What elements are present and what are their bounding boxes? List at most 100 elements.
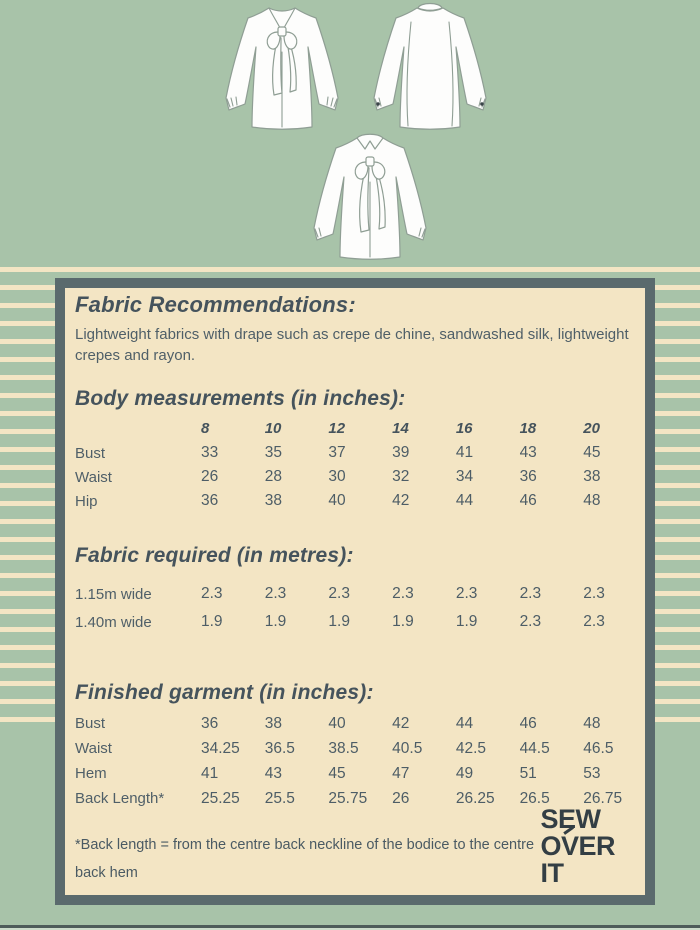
- row-label: Bust: [75, 715, 106, 732]
- table-value: 28: [264, 468, 282, 485]
- table-row-115-wide: 1.15m wide 2.3 2.3 2.3 2.3 2.3 2.3 2.3: [75, 580, 633, 608]
- table-value: 46.5: [583, 739, 614, 757]
- table-value: 44: [455, 492, 474, 509]
- table-value: 25.25: [201, 789, 240, 807]
- table-value: 2.3: [519, 585, 542, 602]
- table-value: 46: [519, 492, 537, 509]
- table-value: 36: [519, 468, 537, 485]
- row-label: Hip: [75, 492, 98, 510]
- fabric-recommendations-text: Lightweight fabrics with drape such as c…: [75, 326, 629, 364]
- table-row-fg-waist: Waist 34.25 36.5 38.5 40.5 42.5 44.5 46.…: [75, 736, 633, 761]
- panel-footer: *Back length = from the centre back neck…: [75, 806, 633, 887]
- table-value: 2.3: [392, 585, 414, 602]
- table-row-waist: Waist 26 28 30 32 34 36 38: [75, 465, 633, 489]
- table-value: 25.5: [264, 789, 295, 807]
- size-header: 16: [455, 419, 473, 437]
- row-label: 1.40m wide: [75, 613, 152, 631]
- size-header: 14: [392, 419, 409, 437]
- table-value: 2.3: [455, 585, 478, 602]
- table-value: 40: [328, 492, 346, 509]
- table-value: 26.75: [583, 789, 623, 807]
- table-value: 33: [201, 444, 219, 461]
- table-value: 26: [392, 789, 410, 807]
- table-value: 38.5: [328, 739, 359, 757]
- logo-line-it: IT: [540, 858, 564, 888]
- table-value: 37: [328, 444, 346, 461]
- row-label: Waist: [75, 740, 112, 757]
- table-value: 2.3: [328, 585, 350, 602]
- fabric-required-heading: Fabric required (in metres):: [75, 544, 354, 567]
- body-measurements-section: Body measurements (in inches): 8 10 12 1…: [75, 388, 633, 513]
- finished-garment-heading: Finished garment (in inches):: [75, 681, 374, 704]
- bottom-edge-highlight: [0, 928, 700, 930]
- table-value: 43: [264, 764, 282, 782]
- table-value: 35: [264, 444, 282, 461]
- logo-line-over: OVER: [540, 826, 615, 860]
- table-value: 51: [519, 764, 537, 782]
- table-value: 47: [392, 764, 410, 782]
- table-value: 45: [328, 764, 346, 782]
- table-value: 44.5: [519, 739, 550, 757]
- table-value: 26.25: [455, 789, 495, 807]
- fabric-required-table: 1.15m wide 2.3 2.3 2.3 2.3 2.3 2.3 2.3 1…: [75, 580, 633, 636]
- logo-line-sew: SEW: [540, 804, 601, 834]
- table-value: 1.9: [392, 613, 414, 630]
- table-value: 36.5: [264, 739, 295, 757]
- blouse-illustrations: [225, 2, 487, 260]
- table-value: 38: [583, 468, 601, 485]
- bottom-edge-line: [0, 925, 700, 928]
- info-panel: Fabric Recommendations: Lightweight fabr…: [55, 278, 655, 905]
- table-value: 45: [583, 444, 601, 461]
- table-value: 38: [264, 714, 282, 732]
- finished-garment-section: Finished garment (in inches): Bust 36 38…: [75, 682, 633, 811]
- table-value: 1.9: [328, 613, 350, 630]
- table-value: 25.75: [328, 789, 368, 807]
- table-value: 34: [455, 468, 474, 485]
- blouse-front-illustration: [225, 7, 339, 130]
- sew-over-it-logo: SEW OVER IT: [540, 806, 615, 887]
- table-row-fg-bust: Bust 36 38 40 42 44 46 48: [75, 711, 633, 736]
- table-row-140-wide: 1.40m wide 1.9 1.9 1.9 1.9 1.9 2.3 2.3: [75, 608, 633, 636]
- row-label: Bust: [75, 444, 106, 462]
- table-value: 48: [583, 492, 601, 509]
- size-header: 10: [264, 419, 282, 437]
- table-value: 2.3: [201, 585, 223, 602]
- table-row-bust: Bust 33 35 37 39 41 43 45: [75, 441, 633, 465]
- table-value: 43: [519, 444, 537, 461]
- blouse-back-illustration: [373, 2, 487, 130]
- size-header: 20: [583, 419, 600, 437]
- table-value: 1.9: [201, 613, 223, 630]
- table-row-hip: Hip 36 38 40 42 44 46 48: [75, 489, 633, 513]
- row-label: Back Length*: [75, 790, 165, 807]
- table-value: 30: [328, 468, 346, 485]
- row-label: Waist: [75, 468, 112, 486]
- table-value: 34.25: [201, 739, 240, 757]
- table-value: 49: [455, 764, 474, 782]
- table-value: 2.3: [519, 613, 542, 630]
- table-value: 2.3: [264, 585, 287, 602]
- blouse-front-collar-illustration: [313, 133, 427, 260]
- row-label: Hem: [75, 765, 107, 782]
- size-header: 12: [328, 419, 346, 437]
- table-value: 39: [392, 444, 410, 461]
- table-value: 44: [455, 714, 474, 732]
- row-label: 1.15m wide: [75, 585, 152, 603]
- table-value: 1.9: [264, 613, 287, 630]
- table-value: 2.3: [583, 585, 605, 602]
- size-header: 8: [201, 419, 210, 437]
- table-row-fg-hem: Hem 41 43 45 47 49 51 53: [75, 761, 633, 786]
- table-value: 40.5: [392, 739, 423, 757]
- fabric-recommendations-heading: Fabric Recommendations:: [75, 292, 356, 317]
- table-value: 40: [328, 714, 346, 732]
- table-value: 46: [519, 714, 537, 732]
- table-value: 41: [201, 764, 219, 782]
- body-measurements-table: 8 10 12 14 16 18 20 Bust 33 35 37 39 41 …: [75, 415, 633, 513]
- table-value: 48: [583, 714, 601, 732]
- table-value: 42.5: [455, 739, 487, 757]
- table-value: 32: [392, 468, 410, 485]
- table-value: 42: [392, 492, 410, 509]
- back-length-footnote: *Back length = from the centre back neck…: [75, 837, 535, 881]
- table-value: 36: [201, 492, 219, 509]
- size-header: 18: [519, 419, 537, 437]
